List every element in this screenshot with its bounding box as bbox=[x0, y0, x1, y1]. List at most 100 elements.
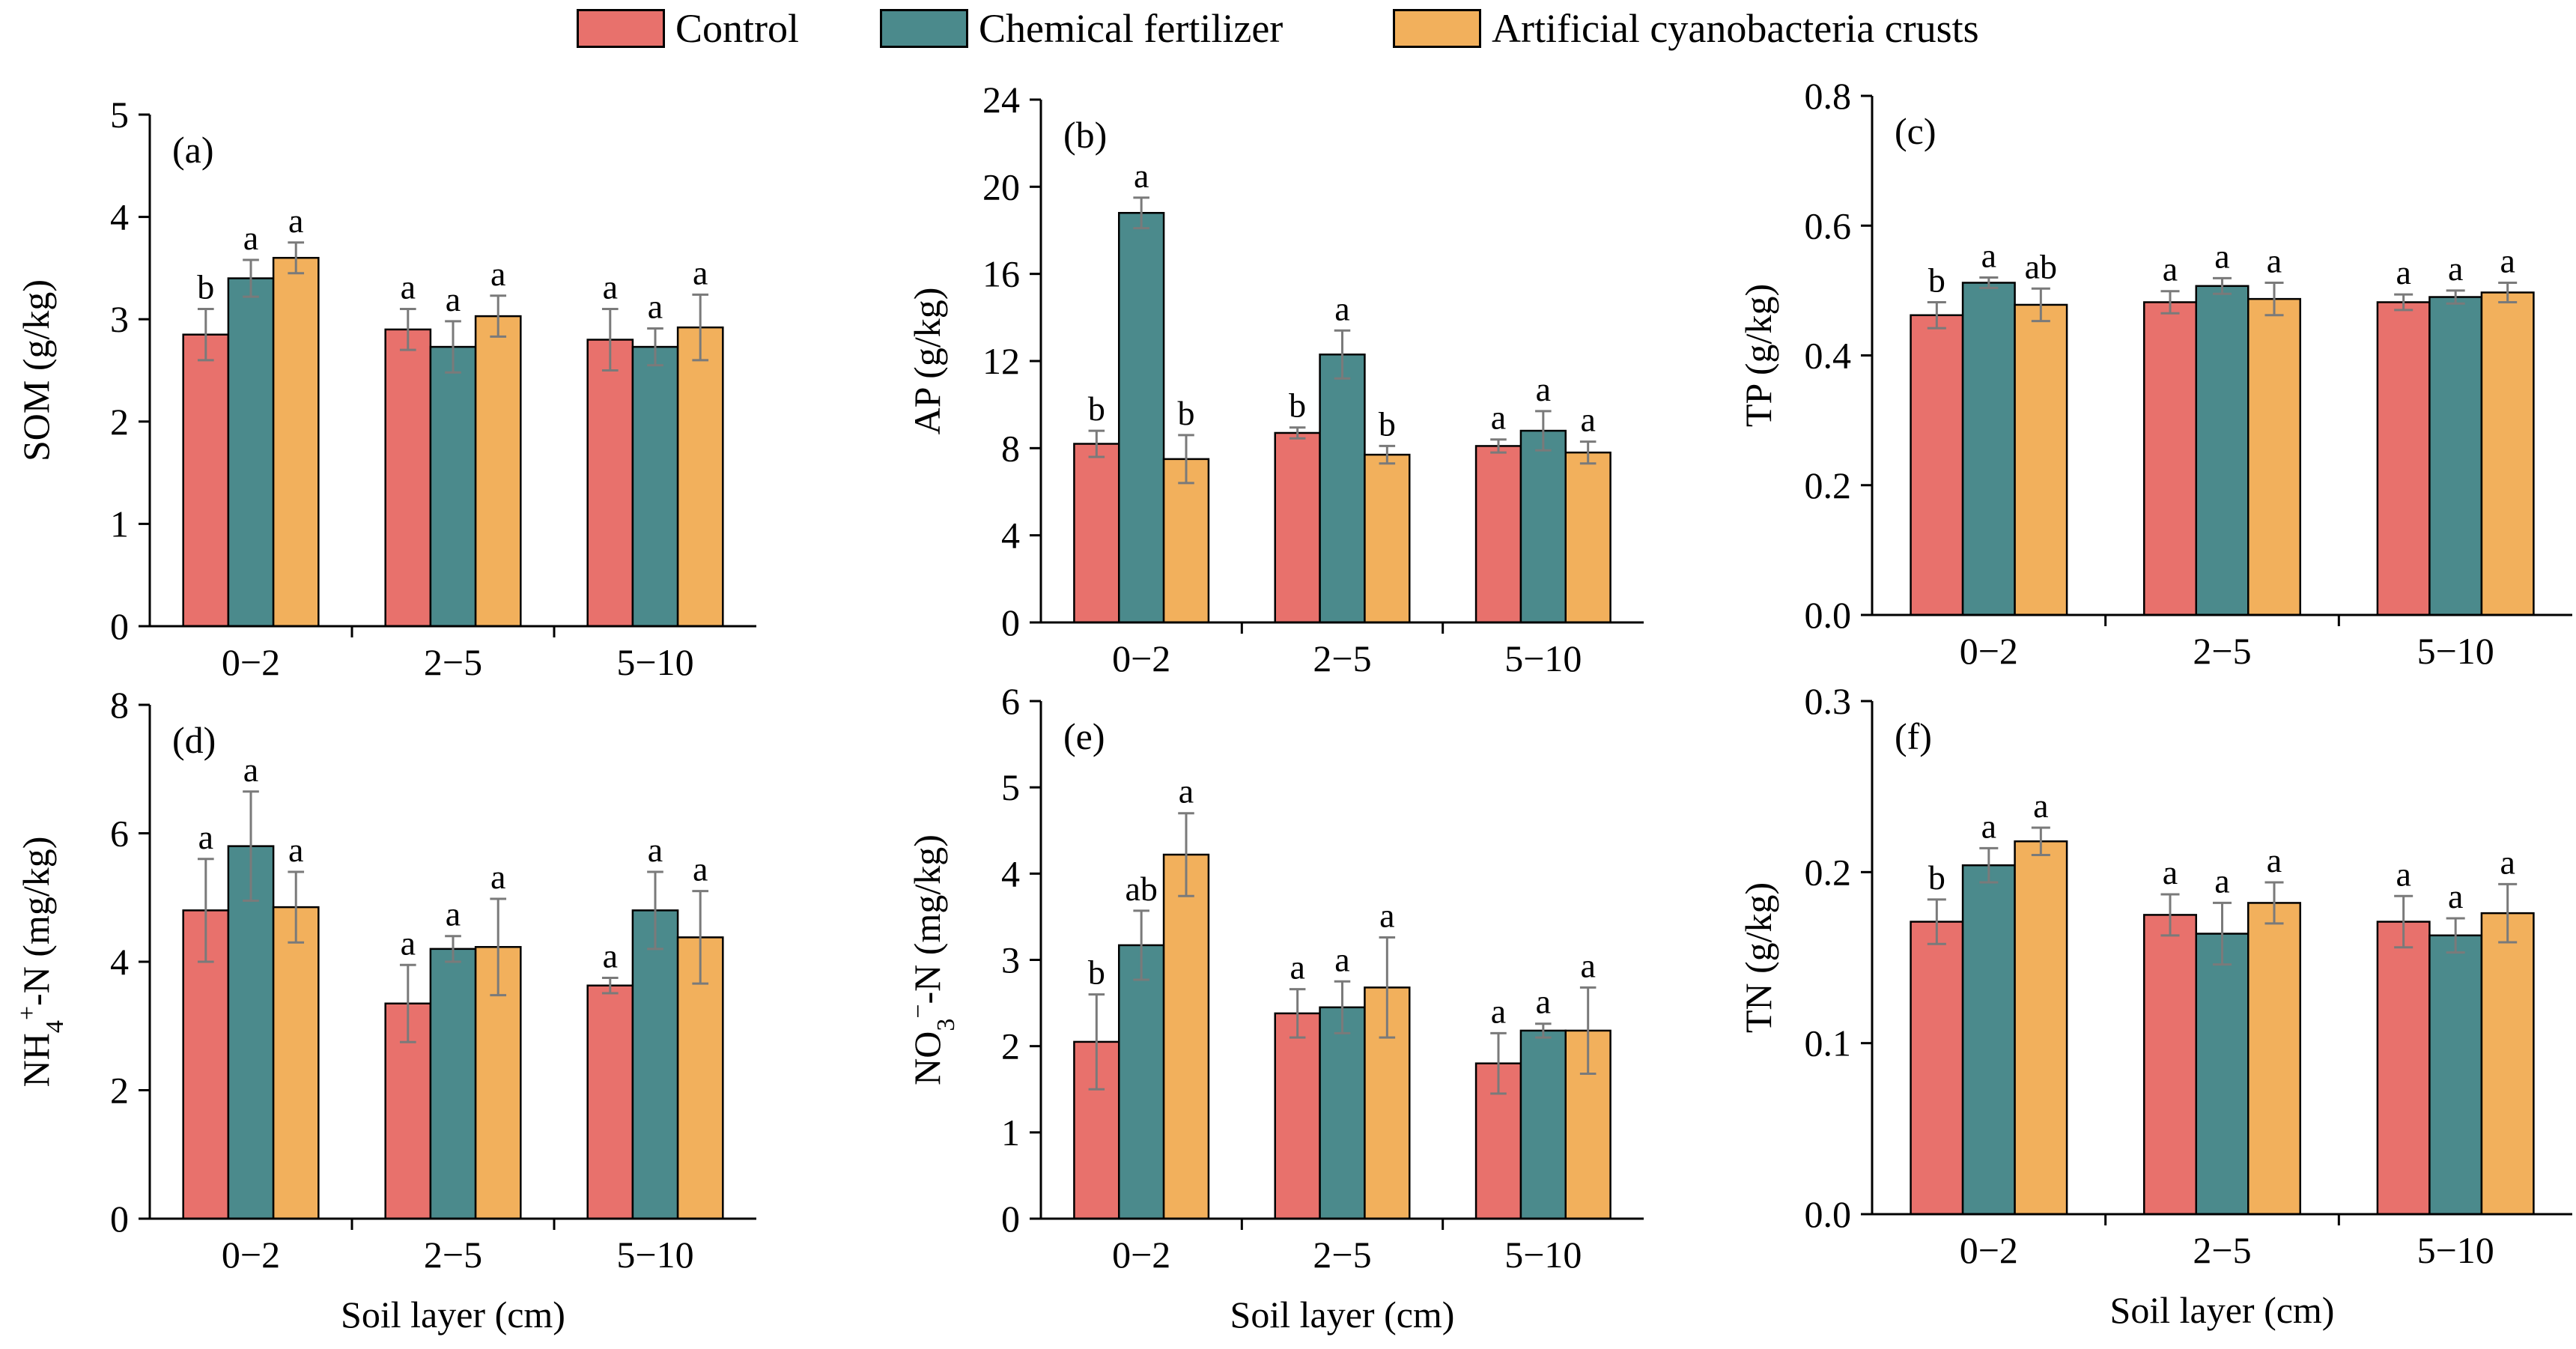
panel-label: (b) bbox=[1063, 114, 1107, 156]
bar-chemical-fertilizer-1 bbox=[2195, 933, 2250, 1216]
bar-chemical-fertilizer-1 bbox=[1319, 354, 1366, 624]
legend-swatch-chemical-fertilizer bbox=[880, 9, 968, 48]
x-tick-label: 0−2 bbox=[1112, 1234, 1170, 1276]
bar-artificial-cyanobacteria-crusts-1 bbox=[2247, 297, 2302, 616]
significance-letter: a bbox=[1981, 807, 1996, 845]
legend-label-chemical-fertilizer: Chemical fertilizer bbox=[979, 6, 1284, 51]
significance-letter: b bbox=[1088, 954, 1105, 992]
significance-letter: a bbox=[648, 831, 663, 869]
y-tick-label: 5 bbox=[110, 94, 129, 136]
y-tick-label: 0 bbox=[1001, 1198, 1020, 1240]
legend-item-control: Control bbox=[577, 6, 799, 51]
significance-letter: ab bbox=[2025, 247, 2057, 285]
chart-panel-f: b a aaa aaa a0.00.10.20.30−2 2−5 5−10(f)TN (g/… bbox=[1737, 680, 2572, 1331]
x-tick-label: 0−2 bbox=[1112, 637, 1170, 679]
panel-label: (f) bbox=[1895, 715, 1932, 757]
bar-control-0 bbox=[1073, 443, 1120, 624]
bar-control-0 bbox=[182, 333, 230, 628]
significance-letter: a bbox=[401, 924, 416, 962]
bar-control-2 bbox=[2376, 301, 2431, 616]
significance-letter: a bbox=[2214, 237, 2229, 275]
significance-letter: a bbox=[1536, 983, 1551, 1021]
x-tick-label: 5−10 bbox=[2417, 630, 2494, 672]
y-tick-label: 2 bbox=[110, 401, 129, 443]
bar-chemical-fertilizer-0 bbox=[227, 277, 275, 628]
significance-letter: a bbox=[2448, 877, 2463, 915]
bar-chemical-fertilizer-0 bbox=[1117, 211, 1165, 624]
significance-letter: a bbox=[243, 219, 258, 257]
x-tick-label: 0−2 bbox=[222, 641, 280, 683]
y-tick-label: 0.8 bbox=[1805, 75, 1852, 117]
significance-letter: b bbox=[1379, 404, 1396, 443]
y-tick-label: 2 bbox=[1001, 1025, 1020, 1067]
y-tick-label: 8 bbox=[110, 684, 129, 726]
bar-control-0 bbox=[1910, 921, 1964, 1216]
bar-chemical-fertilizer-1 bbox=[2195, 285, 2250, 616]
significance-letter: a bbox=[490, 858, 505, 896]
significance-letter: a bbox=[648, 287, 663, 325]
y-tick-label: 0.0 bbox=[1805, 594, 1852, 636]
legend-swatch-artificial-cyanobacteria-crusts bbox=[1393, 9, 1481, 48]
bar-chemical-fertilizer-0 bbox=[227, 845, 275, 1220]
x-tick-label: 5−10 bbox=[2417, 1229, 2494, 1271]
significance-letter: a bbox=[1981, 237, 1996, 275]
significance-letter: b bbox=[1928, 858, 1945, 897]
significance-letter: a bbox=[2033, 786, 2048, 825]
x-tick-label: 0−2 bbox=[1960, 630, 2018, 672]
significance-letter: a bbox=[1536, 370, 1551, 408]
bar-artificial-cyanobacteria-crusts-0 bbox=[2014, 840, 2068, 1216]
x-axis-label: Soil layer (cm) bbox=[341, 1294, 565, 1336]
bar-artificial-cyanobacteria-crusts-0 bbox=[2014, 303, 2068, 616]
x-tick-label: 5−10 bbox=[616, 1234, 693, 1276]
bar-chemical-fertilizer-2 bbox=[1519, 429, 1567, 624]
y-tick-label: 4 bbox=[1001, 852, 1020, 894]
y-tick-label: 24 bbox=[982, 79, 1020, 121]
significance-letter: a bbox=[2396, 253, 2411, 291]
y-tick-label: 1 bbox=[110, 503, 129, 545]
y-axis-label: SOM (g/kg) bbox=[15, 279, 57, 461]
bar-control-1 bbox=[384, 328, 432, 628]
bar-chemical-fertilizer-1 bbox=[429, 948, 477, 1220]
bar-chemical-fertilizer-2 bbox=[2428, 934, 2483, 1216]
significance-letter: a bbox=[446, 280, 461, 318]
y-tick-label: 0.1 bbox=[1805, 1022, 1852, 1064]
y-axis-label: NH4+-N (mg/kg) bbox=[13, 837, 69, 1088]
bar-artificial-cyanobacteria-crusts-1 bbox=[474, 315, 522, 628]
y-tick-label: 0.2 bbox=[1805, 851, 1852, 893]
y-tick-label: 0.2 bbox=[1805, 464, 1852, 506]
significance-letter: a bbox=[2267, 841, 2282, 879]
significance-letter: a bbox=[2396, 855, 2411, 893]
bar-control-1 bbox=[2142, 301, 2197, 616]
y-tick-label: 0.3 bbox=[1805, 680, 1852, 722]
bar-control-1 bbox=[2142, 914, 2197, 1216]
y-tick-label: 0 bbox=[1001, 601, 1020, 643]
x-tick-label: 0−2 bbox=[1960, 1229, 2018, 1271]
bar-control-2 bbox=[586, 984, 634, 1220]
significance-letter: a bbox=[1379, 897, 1394, 935]
significance-letter: b bbox=[1178, 394, 1195, 432]
y-tick-label: 0.0 bbox=[1805, 1193, 1852, 1235]
significance-letter: a bbox=[2448, 249, 2463, 288]
bar-chemical-fertilizer-2 bbox=[631, 909, 679, 1220]
y-tick-label: 0 bbox=[110, 1198, 129, 1240]
bar-artificial-cyanobacteria-crusts-0 bbox=[272, 256, 320, 628]
significance-letter: a bbox=[2163, 250, 2178, 288]
y-tick-label: 4 bbox=[110, 941, 129, 983]
x-tick-label: 2−5 bbox=[1313, 1234, 1371, 1276]
chart-panel-c: b a aa a aab a a0.00.20.40.60.80−2 2−5 5−10(c)TP… bbox=[1737, 75, 2572, 672]
significance-letter: ab bbox=[1125, 870, 1157, 908]
significance-letter: a bbox=[1179, 772, 1194, 810]
legend-swatch-control bbox=[577, 9, 665, 48]
bar-artificial-cyanobacteria-crusts-2 bbox=[2480, 912, 2535, 1216]
bar-artificial-cyanobacteria-crusts-1 bbox=[2247, 902, 2302, 1216]
x-tick-label: 0−2 bbox=[222, 1234, 280, 1276]
bar-artificial-cyanobacteria-crusts-2 bbox=[676, 326, 724, 628]
panel-label: (d) bbox=[172, 719, 216, 761]
bar-chemical-fertilizer-0 bbox=[1961, 282, 2016, 616]
y-tick-label: 12 bbox=[982, 340, 1020, 382]
significance-letter: a bbox=[1334, 940, 1349, 978]
bar-chemical-fertilizer-2 bbox=[2428, 296, 2483, 616]
